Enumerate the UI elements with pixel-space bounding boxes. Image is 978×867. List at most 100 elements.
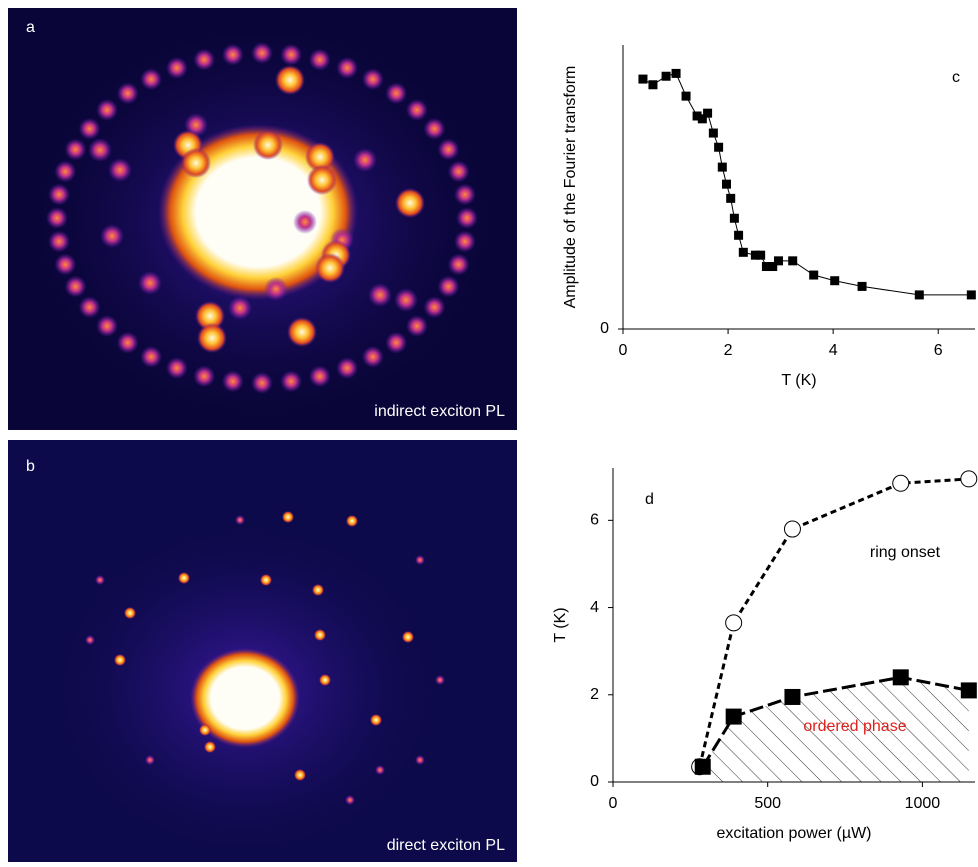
pl-spot xyxy=(64,138,87,161)
pl-dot xyxy=(235,515,245,525)
annotation: ring onset xyxy=(870,544,941,561)
y-axis-label: T (K) xyxy=(552,607,569,642)
x-tick-label: 500 xyxy=(754,795,781,812)
pl-spot xyxy=(293,210,317,234)
hatched-region xyxy=(702,677,969,782)
pl-spot xyxy=(96,315,119,338)
point xyxy=(681,91,691,101)
pl-dot xyxy=(260,574,272,586)
point xyxy=(892,669,909,686)
pl-spot xyxy=(368,283,392,307)
point xyxy=(692,111,702,121)
pl-spot xyxy=(228,296,252,320)
point xyxy=(697,114,707,124)
pl-dot xyxy=(85,635,95,645)
point xyxy=(768,262,778,272)
y-tick-label: 0 xyxy=(600,320,609,337)
point xyxy=(721,179,731,189)
x-tick-label: 1000 xyxy=(905,795,941,812)
pl-spot-bright xyxy=(253,130,283,160)
point xyxy=(717,162,727,172)
pl-spot-bright xyxy=(275,65,305,95)
pl-spot xyxy=(140,68,163,91)
y-tick-label: 0 xyxy=(590,773,599,790)
pl-spot-bright xyxy=(181,148,211,178)
pl-spot xyxy=(251,372,273,394)
pl-spot xyxy=(221,370,244,393)
pl-spot xyxy=(46,207,68,229)
pl-spot xyxy=(116,331,139,354)
point xyxy=(966,290,976,300)
point xyxy=(671,68,681,78)
pl-spot-bright xyxy=(195,301,225,331)
pl-spot xyxy=(361,345,384,368)
x-tick-label: 4 xyxy=(829,342,838,359)
point xyxy=(694,758,711,775)
pl-spot xyxy=(280,370,303,393)
pl-dot xyxy=(346,515,358,527)
x-tick-label: 0 xyxy=(609,795,618,812)
pl-spot xyxy=(100,224,124,248)
point xyxy=(638,74,648,84)
panel-label: b xyxy=(26,458,35,475)
pl-spot xyxy=(437,138,460,161)
pl-spot-bright xyxy=(287,317,317,347)
point xyxy=(761,262,771,272)
pl-dot xyxy=(178,572,190,584)
point xyxy=(703,108,713,118)
pl-spot xyxy=(96,98,119,121)
pl-spot xyxy=(264,277,288,301)
pl-spot xyxy=(78,117,101,140)
pl-spot xyxy=(336,357,359,380)
y-tick-label: 6 xyxy=(590,512,599,529)
pl-spot xyxy=(48,230,71,253)
pl-spot xyxy=(138,271,162,295)
y-tick-label: 4 xyxy=(590,599,599,616)
pl-spot xyxy=(394,288,418,312)
point xyxy=(750,250,760,260)
x-axis-label: excitation power (µW) xyxy=(716,825,871,842)
pl-spot xyxy=(221,43,244,66)
pl-spot xyxy=(453,230,476,253)
pl-spot xyxy=(78,296,101,319)
pl-dot xyxy=(145,755,155,765)
pl-spot xyxy=(165,357,188,380)
point xyxy=(648,80,658,90)
pl-dot xyxy=(199,724,211,736)
x-tick-label: 6 xyxy=(934,342,943,359)
point xyxy=(857,281,867,291)
point xyxy=(738,247,748,257)
panel-label: d xyxy=(645,491,654,508)
y-tick-label: 2 xyxy=(590,686,599,703)
x-axis-label: T (K) xyxy=(781,372,816,389)
pl-spot xyxy=(64,275,87,298)
pl-dot xyxy=(370,714,382,726)
point xyxy=(661,71,671,81)
pl-spot xyxy=(447,160,470,183)
pl-spot xyxy=(140,345,163,368)
pl-spot xyxy=(437,275,460,298)
x-tick-label: 0 xyxy=(619,342,628,359)
pl-spot-bright xyxy=(197,323,227,353)
panel-label: a xyxy=(26,19,35,36)
pl-dot xyxy=(415,555,425,565)
pl-dot xyxy=(204,741,216,753)
point xyxy=(830,276,840,286)
pl-spot xyxy=(423,117,446,140)
pl-spot xyxy=(405,315,428,338)
pl-spot xyxy=(108,158,132,182)
point xyxy=(714,142,724,152)
pl-spot xyxy=(54,160,77,183)
pl-dot xyxy=(294,769,306,781)
point xyxy=(725,614,743,632)
pl-spot xyxy=(116,82,139,105)
point xyxy=(960,470,978,488)
pl-spot xyxy=(453,183,476,206)
pl-spot xyxy=(251,42,273,64)
annotation: ordered phase xyxy=(803,718,906,735)
pl-spot xyxy=(385,82,408,105)
pl-dot xyxy=(435,675,445,685)
point xyxy=(729,213,739,223)
pl-spot-bright xyxy=(395,188,425,218)
pl-spot xyxy=(423,296,446,319)
